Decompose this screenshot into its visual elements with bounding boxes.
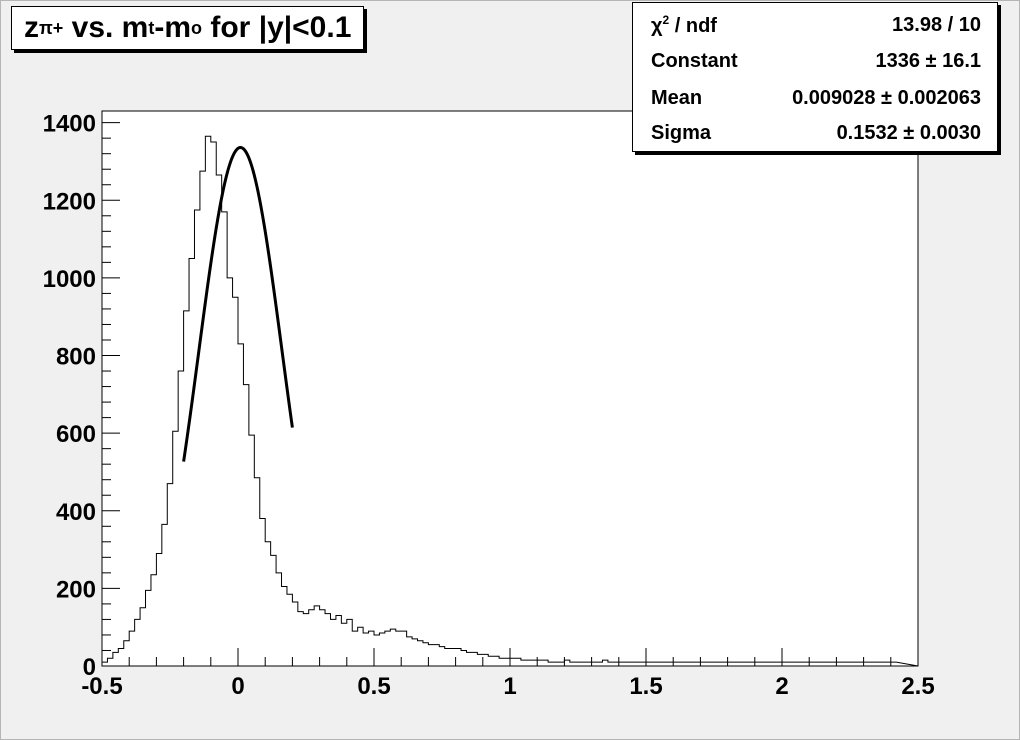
stat-row-mean: Mean 0.009028 ± 0.002063 [633,80,997,117]
x-tick-label: 0 [231,673,244,700]
stat-label-chi2: χ2 / ndf [651,13,717,38]
x-tick-label: 2.5 [901,673,934,700]
stat-value-mean: 0.009028 ± 0.002063 [792,87,981,109]
stat-row-chi2: χ2 / ndf 13.98 / 10 [633,7,997,44]
histogram-bins [101,135,919,667]
x-axis: -0.5 0 0.5 1 1.5 2 2.5 [81,648,935,700]
title-sub-o: o [191,17,203,38]
stat-label-constant: Constant [651,50,738,72]
x-tick-label: 0.5 [357,673,390,700]
stat-label-sigma: Sigma [651,122,712,144]
y-axis: 0 200 400 600 800 1000 1200 1400 [43,111,120,681]
fit-stats-box: χ2 / ndf 13.98 / 10 Constant 1336 ± 16.1… [632,2,998,152]
chi-ndf: / ndf [669,15,717,37]
y-tick-label: 600 [56,421,96,448]
y-tick-label: 400 [56,499,96,526]
title-tail: for |y|<0.1 [202,11,352,44]
chart-title: z π+ vs. m t -m o for |y|<0.1 [11,6,365,50]
y-tick-label: 1200 [43,188,96,215]
x-tick-label: 1 [503,673,516,700]
x-tick-label: 1.5 [629,673,662,700]
stat-row-sigma: Sigma 0.1532 ± 0.0030 [633,115,997,152]
x-tick-label: 2 [775,673,788,700]
stat-value-sigma: 0.1532 ± 0.0030 [836,122,981,144]
x-tick-label: -0.5 [81,673,122,700]
y-tick-label: 1400 [43,111,96,138]
stat-label-mean: Mean [651,87,703,109]
gaussian-fit-curve [182,145,294,462]
y-tick-label: 1000 [43,266,96,293]
y-tick-label: 200 [56,576,96,603]
stat-row-constant: Constant 1336 ± 16.1 [633,43,997,80]
title-z: z [24,11,39,44]
chi-sup: 2 [662,13,670,27]
chi-symbol: χ [651,15,663,37]
title-vs: vs. m [63,11,149,44]
plot-area [101,110,919,667]
stat-value-chi2: 13.98 / 10 [892,14,981,36]
y-tick-label: 800 [56,344,96,371]
y-tick-label: 0 [83,654,96,681]
title-sub-t: t [148,17,155,38]
stat-value-constant: 1336 ± 16.1 [875,50,981,72]
title-sub-pi: π+ [39,17,64,38]
title-minus-m: -m [154,11,192,44]
